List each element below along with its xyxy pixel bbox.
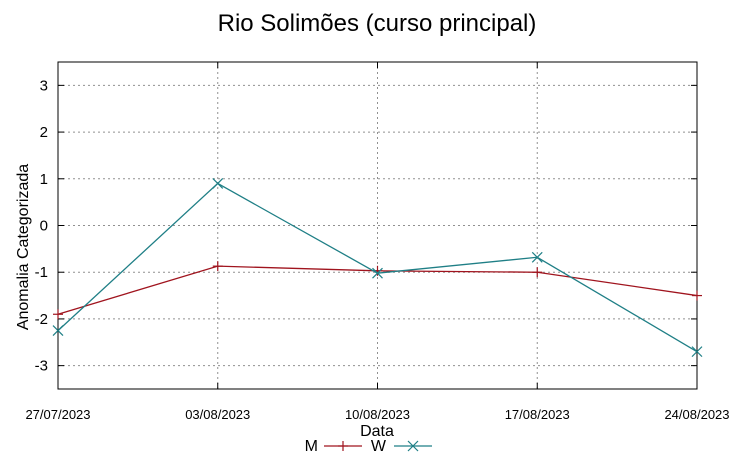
x-tick-label: 10/08/2023 bbox=[345, 407, 410, 422]
marker-stroke bbox=[212, 178, 224, 189]
series-m-point bbox=[692, 290, 702, 301]
legend-marker-m bbox=[338, 441, 348, 451]
legend-marker-w bbox=[407, 440, 419, 452]
series-w-point bbox=[691, 346, 703, 358]
y-tick-label: -2 bbox=[35, 311, 48, 328]
series-w-point bbox=[212, 178, 224, 189]
series-w-point bbox=[372, 267, 383, 279]
legend-label-w: W bbox=[371, 438, 387, 455]
series-layer bbox=[52, 178, 703, 358]
y-axis-label: Anomalia Categorizada bbox=[15, 164, 32, 330]
chart-title: Rio Solimões (curso principal) bbox=[218, 10, 537, 37]
y-tick-label: 2 bbox=[40, 124, 48, 141]
series-w bbox=[52, 178, 703, 358]
y-tick-label: 1 bbox=[40, 171, 48, 188]
x-tick-label: 03/08/2023 bbox=[185, 407, 250, 422]
series-m bbox=[53, 261, 702, 320]
series-m-point bbox=[53, 309, 63, 320]
marker-stroke bbox=[691, 346, 703, 358]
series-w-point bbox=[52, 325, 64, 337]
marker-stroke bbox=[372, 267, 383, 279]
series-w-point bbox=[531, 251, 543, 263]
y-tick-label: 0 bbox=[40, 218, 48, 235]
x-tick-label: 17/08/2023 bbox=[505, 407, 570, 422]
marker-stroke bbox=[407, 440, 419, 452]
y-tick-label: -3 bbox=[35, 358, 48, 375]
gridlines bbox=[58, 62, 697, 389]
series-m-point bbox=[212, 261, 223, 272]
legend-label-m: M bbox=[305, 438, 318, 455]
x-tick-label: 24/08/2023 bbox=[664, 407, 729, 422]
x-axis-label: Data bbox=[360, 423, 394, 440]
x-tick-label: 27/07/2023 bbox=[25, 407, 90, 422]
y-tick-label: -1 bbox=[35, 264, 48, 281]
marker-stroke bbox=[531, 251, 543, 263]
y-tick-label: 3 bbox=[40, 77, 48, 94]
y-axis: 3 2 1 0 -1 -2 -3 bbox=[35, 77, 697, 375]
marker-stroke bbox=[52, 325, 64, 337]
x-axis: 27/07/2023 03/08/2023 10/08/2023 17/08/2023… bbox=[25, 62, 730, 422]
series-m-point bbox=[532, 267, 543, 278]
